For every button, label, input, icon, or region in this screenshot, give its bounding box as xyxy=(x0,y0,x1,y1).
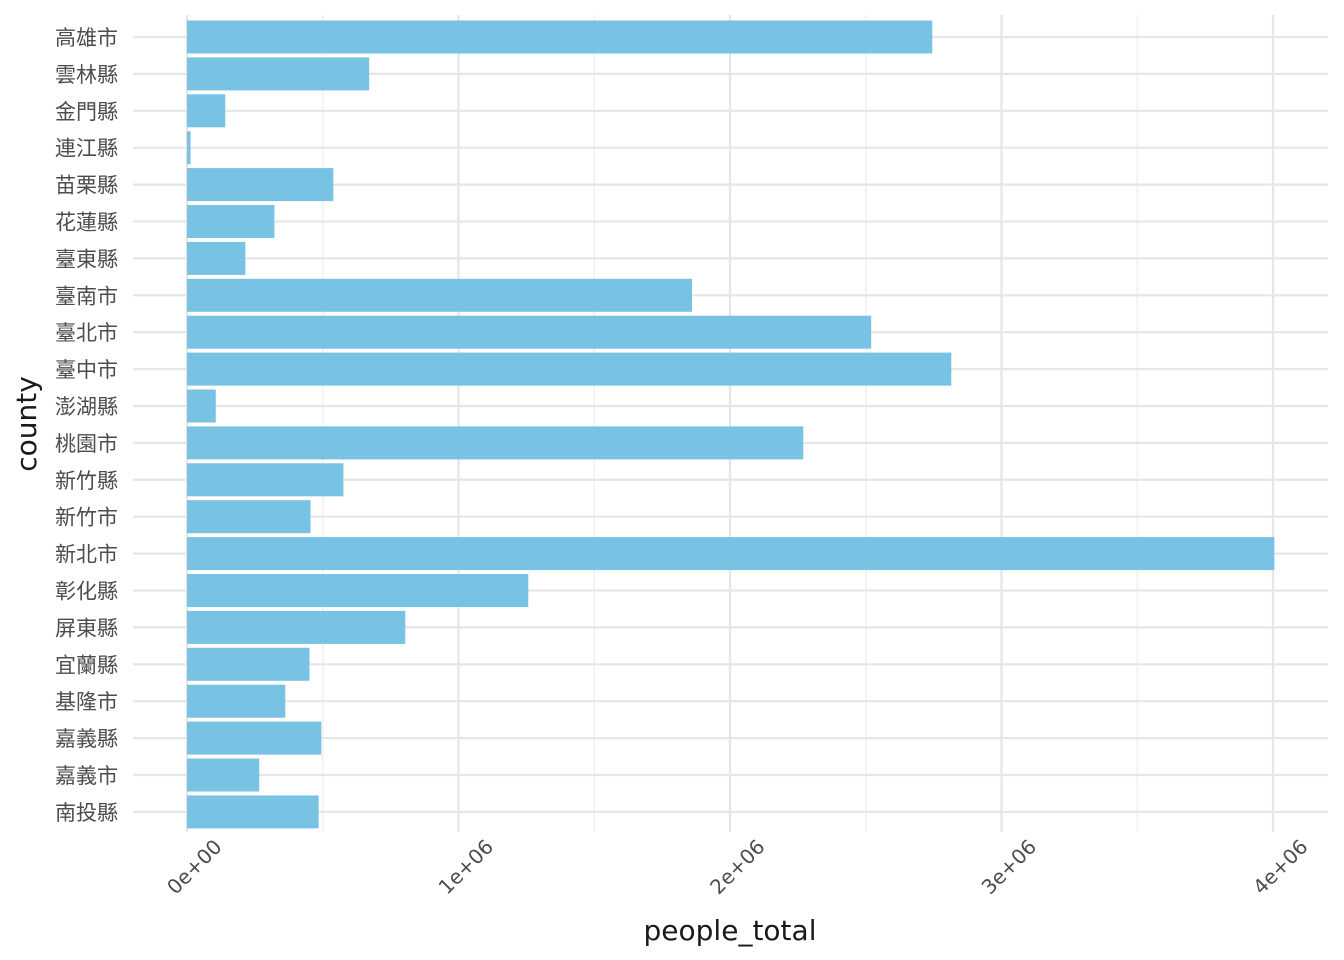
bars xyxy=(187,20,1275,829)
y-tick-label: 臺東縣 xyxy=(55,247,118,271)
x-axis-title: people_total xyxy=(644,914,817,947)
bar xyxy=(187,57,370,91)
y-tick-label: 臺北市 xyxy=(55,321,118,345)
bar xyxy=(187,94,226,128)
y-tick-label: 臺南市 xyxy=(55,284,118,308)
y-tick-label: 桃園市 xyxy=(55,432,118,456)
bar xyxy=(187,241,246,275)
y-tick-label: 新北市 xyxy=(55,543,118,567)
bar xyxy=(187,721,322,755)
y-tick-label: 彰化縣 xyxy=(55,580,118,604)
x-tick-label: 0e+00 xyxy=(162,835,227,900)
bar xyxy=(187,205,275,238)
y-tick-label: 臺中市 xyxy=(55,358,118,382)
bar xyxy=(187,131,191,165)
y-tick-label: 花蓮縣 xyxy=(55,211,118,235)
y-tick-label: 南投縣 xyxy=(55,801,118,825)
bar xyxy=(187,684,286,718)
x-tick-label: 1e+06 xyxy=(434,835,499,900)
y-tick-label: 嘉義市 xyxy=(55,764,118,788)
grid xyxy=(133,15,1328,832)
bar xyxy=(187,278,692,312)
x-tick-label: 2e+06 xyxy=(705,835,770,900)
bar xyxy=(187,758,260,792)
bar xyxy=(187,389,216,423)
y-tick-label: 雲林縣 xyxy=(55,63,118,87)
y-tick-label: 連江縣 xyxy=(55,137,118,161)
y-tick-label: 高雄市 xyxy=(55,26,118,50)
bar xyxy=(187,795,319,829)
x-tick-label: 3e+06 xyxy=(977,835,1042,900)
bar xyxy=(187,426,804,460)
bar xyxy=(187,168,334,202)
x-tick-label: 4e+06 xyxy=(1248,835,1313,900)
y-tick-label: 金門縣 xyxy=(55,100,118,124)
bar xyxy=(187,500,311,534)
bar xyxy=(187,315,872,349)
x-tick-labels: 0e+00 1e+06 2e+06 3e+06 4e+06 xyxy=(162,835,1313,900)
bar xyxy=(187,352,952,386)
y-axis-title: county xyxy=(10,376,43,472)
y-tick-label: 基隆市 xyxy=(55,690,118,714)
bar xyxy=(187,610,406,644)
y-tick-label: 宜蘭縣 xyxy=(55,653,118,677)
bar xyxy=(187,647,310,681)
y-tick-label: 澎湖縣 xyxy=(55,395,118,419)
y-tick-label: 苗栗縣 xyxy=(55,174,118,198)
y-tick-label: 屏東縣 xyxy=(55,616,118,640)
bar xyxy=(187,574,529,607)
y-tick-labels: 高雄市雲林縣金門縣連江縣苗栗縣花蓮縣臺東縣臺南市臺北市臺中市澎湖縣桃園市新竹縣新… xyxy=(55,26,118,825)
y-tick-label: 新竹縣 xyxy=(55,469,118,493)
bar xyxy=(187,537,1275,571)
y-tick-label: 嘉義縣 xyxy=(55,727,118,751)
bar xyxy=(187,463,344,497)
bar xyxy=(187,20,933,54)
y-tick-label: 新竹市 xyxy=(55,506,118,530)
